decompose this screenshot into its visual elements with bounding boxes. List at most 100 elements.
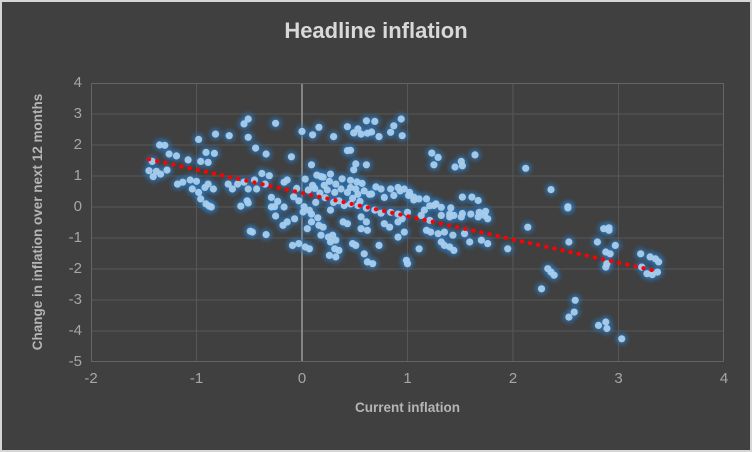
data-point xyxy=(252,144,260,152)
data-point xyxy=(304,186,312,194)
data-point xyxy=(417,211,425,219)
data-point xyxy=(305,245,313,253)
data-point xyxy=(234,180,242,188)
data-point xyxy=(205,202,213,210)
data-point xyxy=(184,156,192,164)
data-point xyxy=(337,185,345,193)
data-point xyxy=(357,130,365,138)
data-point xyxy=(450,211,458,219)
chart-title: Headline inflation xyxy=(284,18,468,43)
data-point xyxy=(314,214,322,222)
data-point xyxy=(209,185,217,193)
data-point xyxy=(299,208,307,216)
data-point xyxy=(643,270,651,278)
y-tick-label: 0 xyxy=(73,198,82,215)
data-point xyxy=(343,123,351,131)
data-point xyxy=(267,203,275,211)
data-point xyxy=(362,117,370,125)
data-point xyxy=(427,228,435,236)
data-point xyxy=(319,223,327,231)
data-point xyxy=(290,193,298,201)
data-point xyxy=(368,190,376,198)
data-point xyxy=(307,218,316,226)
x-tick-label: -2 xyxy=(84,370,98,387)
data-point xyxy=(330,133,338,141)
data-point xyxy=(145,167,153,175)
x-axis-title: Current inflation xyxy=(355,400,460,415)
data-point xyxy=(437,203,445,211)
data-point xyxy=(225,132,233,140)
data-point xyxy=(335,246,343,254)
data-point xyxy=(430,201,438,210)
y-tick-label: -4 xyxy=(68,322,82,339)
data-point xyxy=(272,212,280,220)
data-point xyxy=(195,188,203,196)
data-point xyxy=(398,132,406,140)
data-point xyxy=(240,120,248,128)
scatter-svg xyxy=(90,82,725,363)
data-point xyxy=(400,228,408,236)
data-point xyxy=(258,169,266,178)
data-point xyxy=(279,221,287,229)
points-layer xyxy=(145,115,663,343)
data-point xyxy=(316,189,324,197)
data-point xyxy=(192,177,201,185)
data-point xyxy=(369,260,377,268)
data-point xyxy=(301,175,309,183)
data-point xyxy=(157,170,165,178)
data-point xyxy=(484,215,492,223)
data-point xyxy=(343,220,351,228)
data-point xyxy=(274,197,282,205)
data-point xyxy=(262,150,270,158)
data-point xyxy=(467,210,475,218)
plot-area xyxy=(90,82,725,363)
data-point xyxy=(315,123,323,131)
plot-border xyxy=(91,83,724,362)
data-point xyxy=(303,225,311,233)
data-point xyxy=(307,161,316,169)
data-point xyxy=(298,127,306,135)
data-point xyxy=(267,193,275,201)
data-point xyxy=(210,149,218,157)
data-point xyxy=(211,130,220,138)
data-point xyxy=(360,187,368,195)
data-point xyxy=(363,226,371,234)
data-point xyxy=(186,176,194,184)
data-point xyxy=(477,236,485,244)
data-point xyxy=(468,193,476,201)
data-point xyxy=(603,324,611,333)
data-point xyxy=(172,152,181,160)
data-point xyxy=(309,131,317,139)
x-tick-label: 0 xyxy=(297,370,307,387)
y-tick-label: 3 xyxy=(73,105,82,122)
data-point xyxy=(253,185,261,193)
data-point xyxy=(428,149,436,157)
data-point xyxy=(265,172,273,180)
data-point xyxy=(571,296,579,304)
data-point xyxy=(165,150,173,158)
data-point xyxy=(457,213,465,221)
data-point xyxy=(430,161,438,169)
data-point xyxy=(602,318,610,326)
data-point xyxy=(354,190,362,198)
data-point xyxy=(637,250,645,258)
data-point xyxy=(420,206,428,214)
data-point xyxy=(368,128,376,136)
data-point xyxy=(594,321,603,329)
data-point xyxy=(319,173,327,181)
data-point xyxy=(390,122,398,130)
data-point xyxy=(326,206,335,214)
data-point xyxy=(352,241,360,249)
data-point xyxy=(295,240,303,248)
data-point xyxy=(356,197,364,205)
data-point xyxy=(593,238,601,246)
data-point xyxy=(400,185,408,193)
data-point xyxy=(350,166,358,174)
data-point xyxy=(537,285,546,293)
y-tick-label: -5 xyxy=(68,353,82,370)
data-point xyxy=(317,231,325,239)
data-point xyxy=(332,180,340,188)
x-tick-label: 2 xyxy=(508,370,518,387)
data-point xyxy=(332,253,340,261)
data-point xyxy=(244,199,252,207)
